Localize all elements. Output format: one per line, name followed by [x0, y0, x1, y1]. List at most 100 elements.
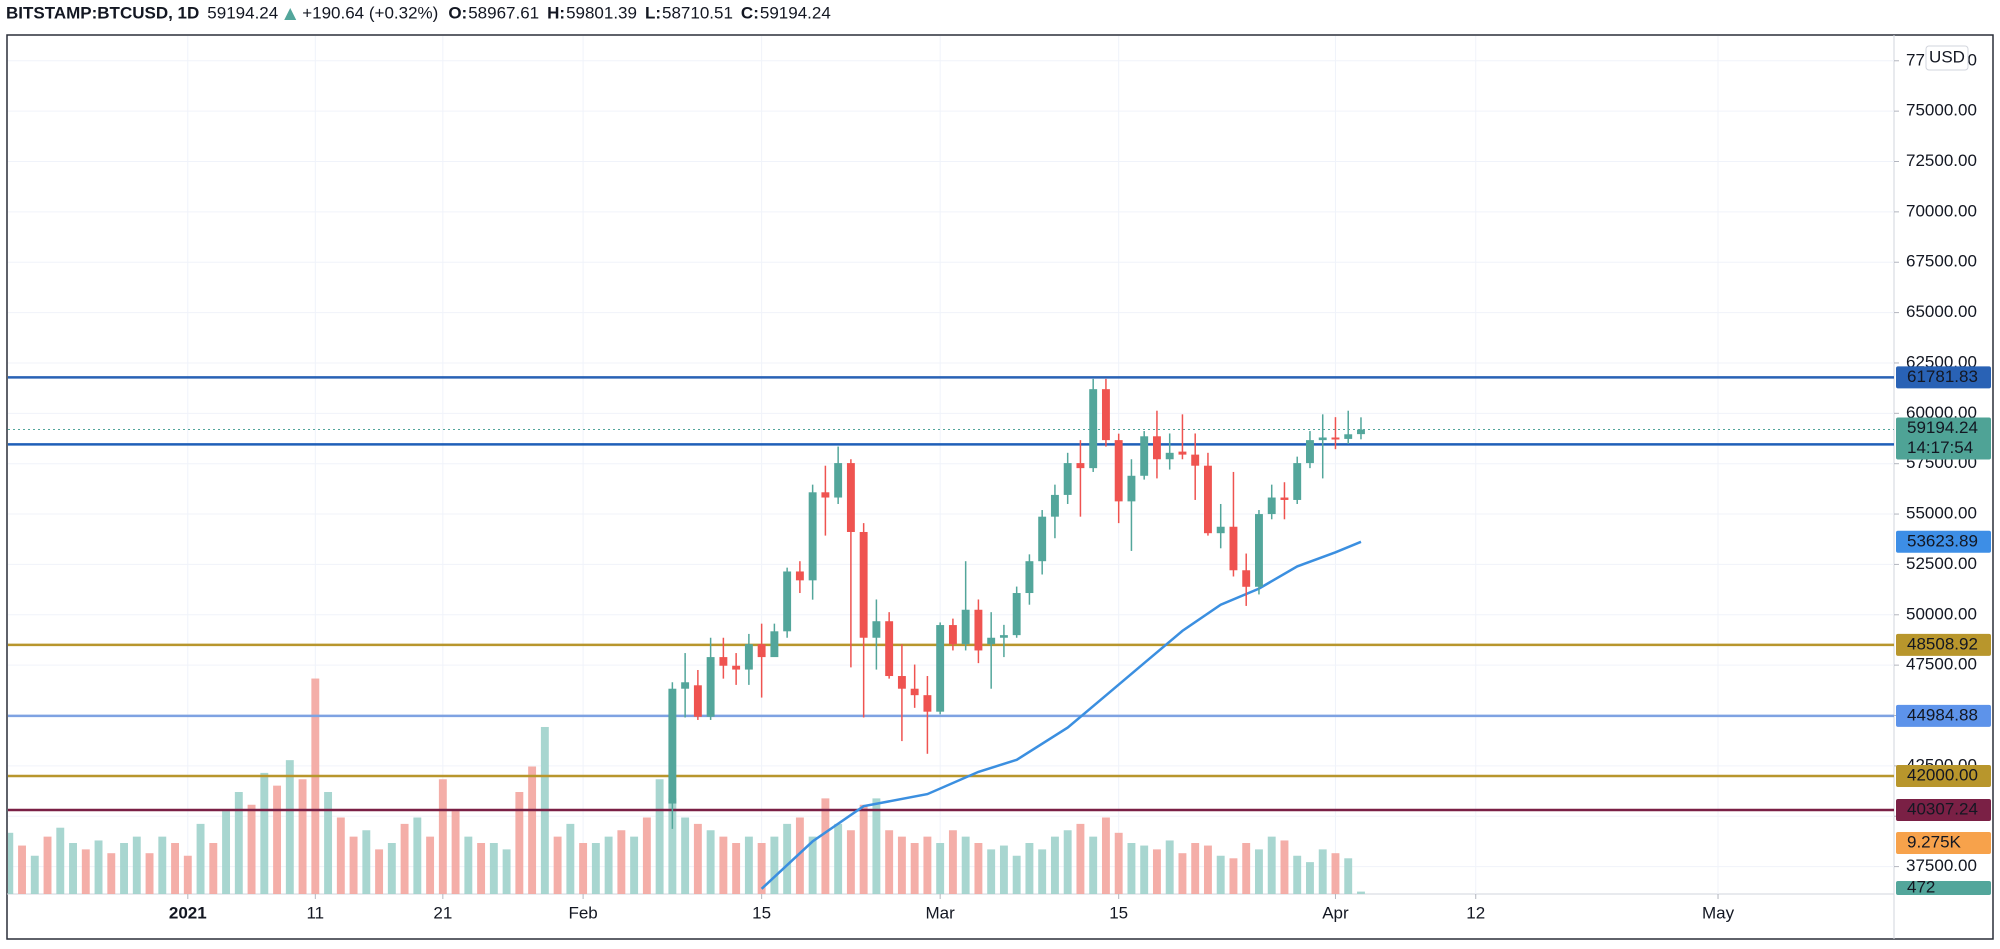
volume-bar	[234, 792, 243, 894]
candle-body	[1216, 526, 1225, 534]
volume-bar	[69, 843, 77, 894]
candle-body	[821, 492, 830, 498]
countdown: 14:17:54	[1907, 438, 1973, 457]
candle-body	[770, 631, 779, 658]
header-text: C:	[741, 3, 759, 22]
volume-bar	[974, 843, 983, 894]
volume-bar	[528, 766, 537, 894]
candle-body	[706, 657, 715, 717]
level-label-bg	[1896, 704, 1991, 727]
volume-bar	[1178, 853, 1187, 894]
candle-body	[1012, 593, 1021, 636]
volume-bar	[349, 836, 358, 894]
volume-bar	[171, 843, 180, 894]
volume-bar	[515, 792, 524, 894]
candle-body	[1178, 451, 1187, 455]
chart-frame	[6, 34, 1994, 940]
candle-body	[1165, 452, 1174, 460]
y-tick-label: 75000.00	[1906, 101, 1977, 120]
volume-bar	[1344, 858, 1353, 894]
volume-ma-label: 9.275K	[1907, 832, 1962, 851]
y-tick-label: 37500.00	[1906, 856, 1977, 875]
candle-body	[1203, 465, 1212, 534]
candle-body	[693, 685, 702, 717]
candle-body	[999, 635, 1008, 638]
volume-bar	[999, 845, 1008, 894]
candle-body	[1191, 454, 1200, 466]
candle-body	[1331, 437, 1340, 440]
candle-body	[744, 644, 753, 670]
candle-body	[795, 571, 804, 581]
volume-bar	[719, 836, 728, 894]
axes: 37500.0040000.0042500.0045000.0047500.00…	[169, 45, 1991, 922]
volume-bar	[413, 817, 422, 894]
volume-bar	[655, 779, 664, 894]
volume-bar	[362, 830, 371, 894]
volume-bar	[375, 849, 384, 894]
candle-body	[948, 625, 957, 645]
x-tick-label: 2021	[169, 903, 207, 922]
candle-body	[1089, 389, 1098, 469]
volume-bar	[1216, 855, 1225, 894]
candle-body	[1357, 429, 1365, 435]
candle-body	[1063, 463, 1072, 495]
volume-bar	[132, 836, 141, 894]
candle-body	[961, 609, 970, 645]
volume-bar	[948, 830, 957, 894]
candle-body	[923, 695, 932, 712]
volume-bar	[81, 849, 90, 894]
volume-bar	[1165, 840, 1174, 894]
volume-bar	[1267, 836, 1276, 894]
volume-bar	[617, 830, 626, 894]
volume-bar	[910, 843, 919, 894]
candle-body	[846, 463, 855, 532]
up-arrow	[284, 8, 297, 20]
volume-bar	[987, 849, 996, 894]
volume-bar	[183, 855, 192, 894]
candle-body	[1229, 526, 1238, 571]
volume-bar	[770, 836, 779, 894]
volume-bar	[1357, 891, 1365, 894]
candle-body	[936, 625, 945, 712]
candle-body	[1255, 514, 1263, 587]
candle-body	[1050, 494, 1059, 517]
level-label: 61781.83	[1907, 367, 1978, 386]
volume-bar	[145, 853, 154, 894]
moving-average	[760, 540, 1362, 890]
y-tick-label: 50000.00	[1906, 604, 1977, 623]
volume-bar	[158, 836, 167, 894]
volume-bar	[681, 817, 690, 894]
candle-body	[1293, 463, 1302, 500]
volume-bar	[1306, 862, 1314, 894]
volume-bar	[451, 811, 460, 894]
volume-bar	[1127, 843, 1136, 894]
volume-bar	[1242, 843, 1251, 894]
candle-body	[1318, 437, 1327, 441]
candle-body	[681, 682, 690, 689]
volume-bar	[668, 798, 677, 894]
volume-bar	[1229, 858, 1238, 894]
volume-bar	[566, 823, 575, 894]
plot	[8, 376, 1894, 894]
header-text: BITSTAMP:BTCUSD, 1D	[6, 3, 199, 22]
candle-body	[1025, 561, 1034, 594]
grid	[8, 36, 1894, 894]
volume-bar	[1076, 823, 1085, 894]
x-tick-label: 11	[306, 903, 324, 922]
volume-bar	[298, 779, 307, 894]
volume-bar	[400, 823, 409, 894]
candle-body	[1152, 436, 1161, 460]
header-text: 58710.51	[662, 3, 733, 22]
volume-bar	[426, 836, 435, 894]
volume-bar	[872, 798, 881, 894]
volume-bar	[1089, 836, 1098, 894]
volume-bar	[1255, 849, 1263, 894]
volume-bar	[821, 798, 830, 894]
volume-bar	[336, 817, 345, 894]
volume-bar	[744, 836, 753, 894]
y-tick-label: 60000.00	[1906, 403, 1977, 422]
header-text: 59194.24	[760, 3, 831, 22]
candle-body	[1242, 570, 1251, 587]
